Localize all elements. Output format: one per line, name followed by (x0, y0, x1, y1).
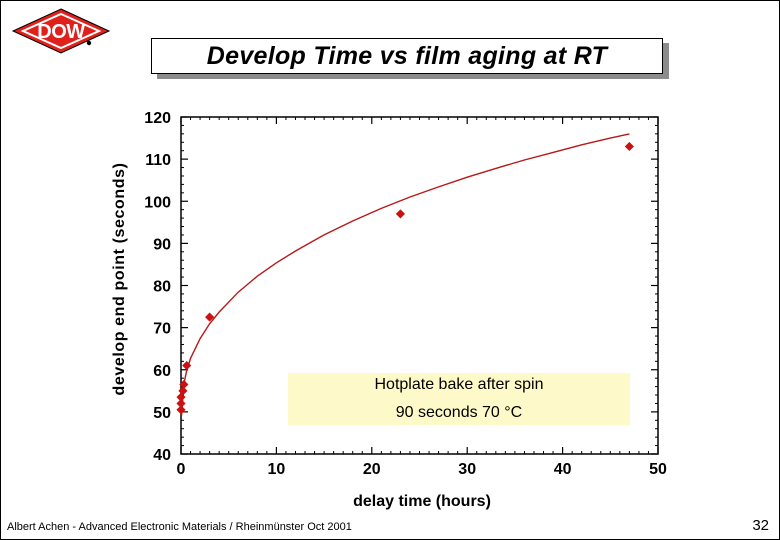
y-tick-label: 80 (153, 279, 171, 296)
data-point (182, 360, 192, 371)
title-box: Develop Time vs film aging at RT (151, 38, 663, 74)
x-tick-label: 40 (554, 461, 572, 478)
annotation-box (288, 373, 630, 425)
x-tick-label: 0 (177, 461, 186, 478)
x-tick-label: 30 (458, 461, 476, 478)
data-point (176, 398, 186, 409)
data-point (624, 141, 634, 152)
annotation-line-2: 90 seconds 70 °C (396, 404, 522, 421)
data-points (176, 141, 634, 415)
y-tick-label: 50 (153, 405, 171, 422)
y-tick-label: 90 (153, 236, 171, 253)
dow-diamond-logo-icon: DOW (11, 8, 111, 54)
fit-curve (180, 133, 630, 417)
logo-text: DOW (37, 21, 85, 43)
x-tick-label: 20 (363, 461, 381, 478)
y-tick-label: 100 (144, 194, 171, 211)
footer-credit: Albert Achen - Advanced Electronic Mater… (7, 521, 352, 533)
y-tick-label: 110 (145, 152, 171, 169)
x-axis-label: delay time (hours) (353, 493, 491, 510)
annotation-line-1: Hotplate bake after spin (375, 376, 544, 393)
page-number: 32 (752, 517, 769, 534)
y-tick-label: 40 (153, 447, 171, 464)
tick-marks (180, 116, 659, 455)
y-tick-label: 70 (153, 321, 171, 338)
y-axis-label: develop end point (seconds) (111, 162, 128, 395)
x-tick-label: 10 (268, 461, 286, 478)
y-tick-label: 120 (144, 110, 171, 127)
y-tick-labels: 40 50 60 70 80 90 100 110 120 (144, 110, 171, 464)
data-point (179, 379, 189, 390)
x-tick-labels: 0 10 20 30 40 50 (177, 461, 667, 478)
data-point (205, 312, 215, 322)
y-tick-label: 60 (153, 363, 171, 380)
data-point (176, 405, 186, 415)
x-tick-label: 50 (649, 461, 667, 478)
page-title: Develop Time vs film aging at RT (206, 41, 608, 70)
data-point (178, 386, 188, 396)
data-point (395, 209, 405, 219)
